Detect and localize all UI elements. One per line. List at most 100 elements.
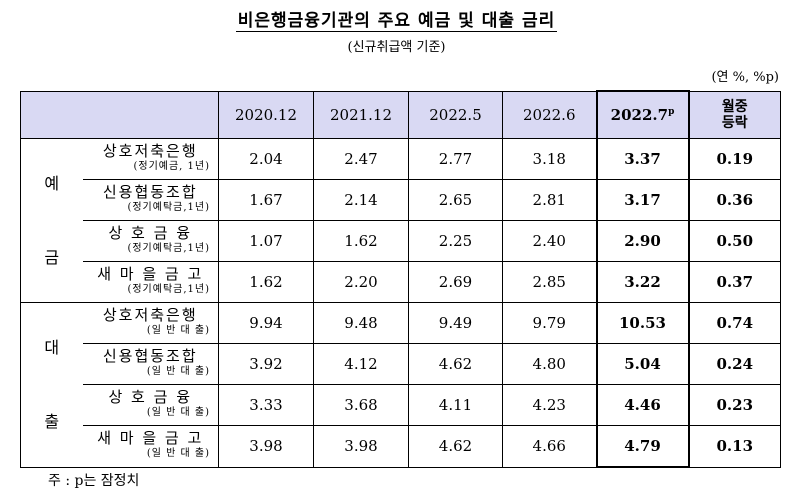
value-cell: 4.79 xyxy=(595,425,690,468)
group-label-line2: 금 xyxy=(44,247,60,267)
value-cell: 4.46 xyxy=(595,384,690,426)
value-cell: 4.23 xyxy=(502,384,597,426)
value-cell: 0.13 xyxy=(688,425,781,468)
product-type: (일 반 대 출) xyxy=(146,448,210,460)
value-cell: 2.77 xyxy=(408,138,503,180)
value-cell: 2.65 xyxy=(408,179,503,221)
value-cell: 9.79 xyxy=(502,302,597,344)
value-cell: 3.37 xyxy=(595,138,690,180)
value-cell: 9.49 xyxy=(408,302,503,344)
institution-name: 상호저축은행 xyxy=(102,306,198,324)
value-cell: 4.80 xyxy=(502,343,597,385)
page-title-text: 비은행금융기관의 주요 예금 및 대출 금리 xyxy=(235,11,558,32)
table-row: 상 호 금 융 (정기예탁금,1년) 1.07 1.62 2.25 2.40 2.90 0.5… xyxy=(21,220,781,262)
table-row: 신용협동조합 (정기예탁금,1년) 1.67 2.14 2.65 2.81 3.17 0.36 xyxy=(21,179,781,221)
value-cell: 0.36 xyxy=(688,179,781,221)
value-cell: 2.40 xyxy=(502,220,597,262)
provisional-mark: p xyxy=(668,107,675,117)
institution-cell: 신용협동조합 (정기예탁금,1년) xyxy=(82,179,219,221)
table-row: 대 출 상호저축은행 (일 반 대 출) 9.94 9.48 9.49 9.79 10.53 0.… xyxy=(20,302,781,468)
product-type: (정기예탁금,1년) xyxy=(127,243,210,254)
group-label-spacer xyxy=(21,206,83,236)
value-cell: 0.50 xyxy=(688,220,781,262)
value-cell: 2.25 xyxy=(408,220,503,262)
value-cell: 3.22 xyxy=(595,261,690,303)
value-cell: 0.74 xyxy=(688,302,781,344)
header-col-2022-6: 2022.6 xyxy=(502,90,597,139)
institution-cell: 상호저축은행 (일 반 대 출) xyxy=(82,302,219,344)
unit-label: (연 %, %p) xyxy=(711,70,779,85)
institution-name: 상 호 금 융 xyxy=(108,388,192,406)
product-type: (일 반 대 출) xyxy=(146,325,210,336)
footnote: 주 : p는 잠정치 xyxy=(48,473,140,489)
product-type: (정기예탁금,1년) xyxy=(127,284,210,295)
value-cell: 2.90 xyxy=(595,220,690,262)
institution-name: 새 마 을 금 고 xyxy=(97,429,204,448)
value-cell: 3.98 xyxy=(218,425,314,468)
table-row: 예 금 상호저축은행 (정기예금, 1년) 2.04 2.47 2.77 3.18 3.37 0.… xyxy=(20,138,781,303)
value-cell: 0.19 xyxy=(688,138,781,180)
value-cell: 10.53 xyxy=(595,302,690,344)
institution-name: 신용협동조합 xyxy=(102,347,198,365)
value-cell: 3.92 xyxy=(218,343,314,385)
header-corner xyxy=(20,90,219,139)
product-type: (일 반 대 출) xyxy=(146,366,210,377)
table-row: 새 마 을 금 고 (일 반 대 출) 3.98 3.98 4.62 4.66 4.79 0.… xyxy=(21,425,781,468)
value-cell: 3.17 xyxy=(595,179,690,221)
value-cell: 0.23 xyxy=(688,384,781,426)
value-cell: 1.67 xyxy=(218,179,314,221)
header-col-2022-7: 2022.7p xyxy=(595,90,690,139)
value-cell: 2.20 xyxy=(313,261,409,303)
header-change-line1: 월중 xyxy=(721,98,748,115)
product-type: (일 반 대 출) xyxy=(146,407,210,418)
value-cell: 9.94 xyxy=(218,302,314,344)
table-row: 상 호 금 융 (일 반 대 출) 3.33 3.68 4.11 4.23 4.46 0.23 xyxy=(21,384,781,426)
header-col-2022-5: 2022.5 xyxy=(408,90,503,139)
value-cell: 3.98 xyxy=(313,425,409,468)
value-cell: 2.81 xyxy=(502,179,597,221)
institution-cell: 신용협동조합 (일 반 대 출) xyxy=(82,343,219,385)
value-cell: 2.85 xyxy=(502,261,597,303)
product-type: (정기예탁금,1년) xyxy=(127,202,210,213)
value-cell: 2.14 xyxy=(313,179,409,221)
institution-cell: 새 마 을 금 고 (일 반 대 출) xyxy=(82,425,219,468)
institution-name: 상 호 금 융 xyxy=(108,224,192,242)
table-row: 신용협동조합 (일 반 대 출) 3.92 4.12 4.62 4.80 5.04 0.24 xyxy=(21,343,781,385)
institution-cell: 새 마 을 금 고 (정기예탁금,1년) xyxy=(82,261,219,303)
institution-cell: 상 호 금 융 (정기예탁금,1년) xyxy=(82,220,219,262)
value-cell: 9.48 xyxy=(313,302,409,344)
header-col-change: 월중 등락 xyxy=(688,90,781,139)
institution-cell: 상호저축은행 (정기예금, 1년) xyxy=(82,138,219,180)
table-row: 새 마 을 금 고 (정기예탁금,1년) 1.62 2.20 2.69 2.85 3.22 0… xyxy=(21,261,781,303)
header-row: 2020.12 2021.12 2022.5 2022.6 2022.7p 월중… xyxy=(20,90,781,139)
product-type: (정기예금, 1년) xyxy=(133,161,210,172)
institution-name: 새 마 을 금 고 xyxy=(97,265,204,283)
institution-name: 신용협동조합 xyxy=(102,183,198,201)
value-cell: 1.07 xyxy=(218,220,314,262)
header-change-line2: 등락 xyxy=(721,114,748,131)
value-cell: 3.33 xyxy=(218,384,314,426)
value-cell: 4.66 xyxy=(502,425,597,468)
value-cell: 2.04 xyxy=(218,138,314,180)
value-cell: 4.62 xyxy=(408,343,503,385)
institution-name: 상호저축은행 xyxy=(102,142,198,160)
group-label-spacer xyxy=(21,370,83,400)
group-label-line1: 예 xyxy=(44,173,60,193)
header-col-2021-12: 2021.12 xyxy=(313,90,409,139)
value-cell: 5.04 xyxy=(595,343,690,385)
value-cell: 4.62 xyxy=(408,425,503,468)
institution-cell: 상 호 금 융 (일 반 대 출) xyxy=(82,384,219,426)
value-cell: 1.62 xyxy=(218,261,314,303)
page-subtitle: (신규취급액 기준) xyxy=(347,40,446,55)
value-cell: 4.12 xyxy=(313,343,409,385)
interest-rate-table: 2020.12 2021.12 2022.5 2022.6 2022.7p 월중… xyxy=(20,90,781,468)
group-label-line2: 출 xyxy=(44,411,60,431)
value-cell: 0.37 xyxy=(688,261,781,303)
header-col-2020-12: 2020.12 xyxy=(218,90,314,139)
value-cell: 1.62 xyxy=(313,220,409,262)
value-cell: 2.47 xyxy=(313,138,409,180)
page-title: 비은행금융기관의 주요 예금 및 대출 금리 xyxy=(0,6,793,32)
value-cell: 3.18 xyxy=(502,138,597,180)
